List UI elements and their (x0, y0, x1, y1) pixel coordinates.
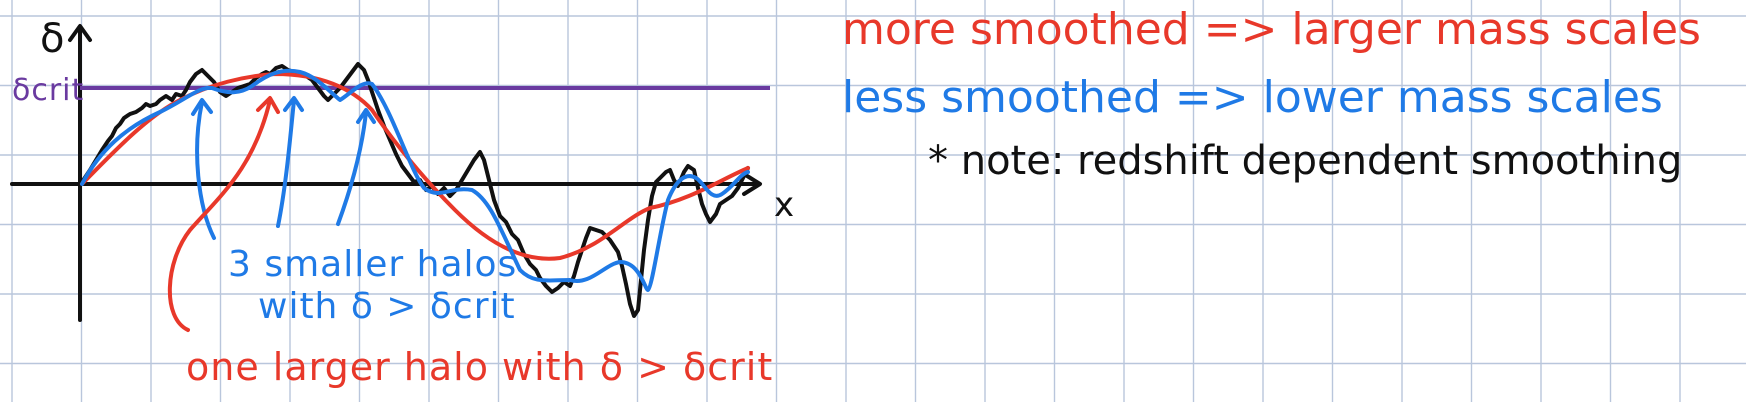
blue-arrow-1 (195, 100, 216, 240)
y-axis-label: δ (40, 16, 65, 62)
x-axis-label: x (774, 185, 795, 225)
blue-arrowhead-2 (283, 96, 304, 112)
axes (10, 24, 762, 322)
x-axis-arrowhead (742, 172, 762, 196)
blue-arrowhead-1 (191, 98, 213, 116)
y-axis-arrowhead (68, 24, 92, 42)
note-redshift-smoothing: * note: redshift dependent smoothing (928, 138, 1683, 184)
red-arrow (167, 96, 280, 332)
note-more-smoothed: more smoothed => larger mass scales (842, 4, 1701, 55)
delta-crit-label: δcrit (12, 73, 84, 108)
red-arrow-stroke (167, 98, 272, 332)
red-arrowhead (256, 96, 280, 114)
blue-arrow-2 (276, 98, 296, 228)
blue-arrows (191, 96, 376, 240)
red-annotation: one larger halo with δ > δcrit (186, 345, 773, 389)
blue-arrow-3 (336, 110, 368, 226)
blue-annotation-line-2: with δ > δcrit (258, 286, 516, 327)
blue-arrowhead-3 (356, 108, 376, 124)
note-less-smoothed: less smoothed => lower mass scales (842, 72, 1663, 123)
blue-intermediate-curve (80, 68, 750, 292)
blue-annotation-line-1: 3 smaller halos (228, 244, 517, 285)
